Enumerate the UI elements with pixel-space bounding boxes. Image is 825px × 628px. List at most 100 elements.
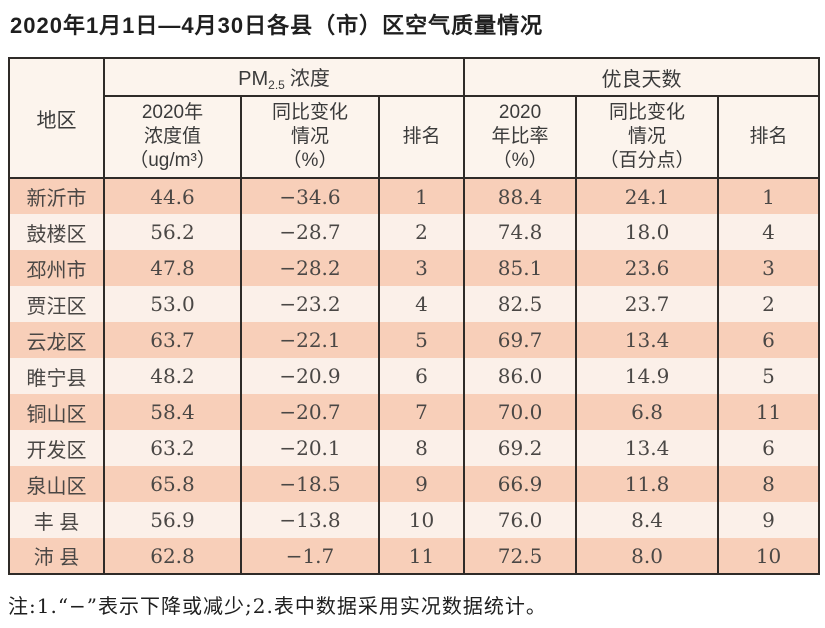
value-cell: −28.2 (240, 250, 380, 286)
value-cell: 63.7 (103, 322, 242, 358)
table-row: 沛 县 62.8 −1.7 11 72.5 8.0 10 (8, 538, 821, 574)
footnote: 注:1.“−”表示下降或减少;2.表中数据采用实况数据统计。 (8, 594, 547, 618)
region-cell: 开发区 (8, 430, 105, 466)
table-body: 新沂市 44.6 −34.6 1 88.4 24.1 1 鼓楼区 56.2 −28.7 2 74.8 1… (8, 178, 821, 574)
value-cell: −28.7 (240, 214, 380, 250)
value-cell: 8 (377, 430, 466, 466)
header-line: 情况 (628, 125, 667, 147)
pm-concentration-label: 浓度 (289, 68, 330, 90)
value-cell: 69.7 (463, 322, 578, 358)
value-cell: −18.5 (240, 466, 380, 502)
value-cell: 6 (717, 430, 821, 466)
value-cell: 1 (717, 178, 821, 214)
sub-header-row: 2020年 浓度值 （ug/m³） 同比变化 情况 （%） 排名 2020 年比… (9, 95, 821, 179)
table-row: 新沂市 44.6 −34.6 1 88.4 24.1 1 (8, 178, 821, 214)
value-cell: 88.4 (463, 178, 578, 214)
value-cell: 2 (717, 286, 821, 322)
value-cell: 7 (377, 394, 466, 430)
value-cell: 9 (377, 466, 466, 502)
value-cell: 10 (377, 502, 466, 538)
value-cell: −20.7 (240, 394, 380, 430)
value-cell: 76.0 (463, 502, 578, 538)
value-cell: 11 (377, 538, 466, 574)
value-cell: 18.0 (575, 214, 720, 250)
value-cell: 24.1 (575, 178, 720, 214)
value-cell: −22.1 (240, 322, 380, 358)
value-cell: 8.4 (575, 502, 720, 538)
column-header-pm-rank: 排名 (377, 95, 466, 179)
region-cell: 睢宁县 (8, 358, 105, 394)
value-cell: 44.6 (103, 178, 242, 214)
table-row: 鼓楼区 56.2 −28.7 2 74.8 18.0 4 (8, 214, 821, 250)
region-cell: 泉山区 (8, 466, 105, 502)
header-line: 2020年 (141, 101, 204, 123)
value-cell: 6 (377, 358, 466, 394)
value-cell: 23.7 (575, 286, 720, 322)
header-line: （ug/m³） (129, 150, 216, 172)
value-cell: 5 (377, 322, 466, 358)
value-cell: 2 (377, 214, 466, 250)
value-cell: 11.8 (575, 466, 720, 502)
value-cell: 14.9 (575, 358, 720, 394)
table-row: 贾汪区 53.0 −23.2 4 82.5 23.7 2 (8, 286, 821, 322)
value-cell: 63.2 (103, 430, 242, 466)
value-cell: 3 (377, 250, 466, 286)
column-header-pm-value: 2020年 浓度值 （ug/m³） (103, 95, 242, 179)
value-cell: 70.0 (463, 394, 578, 430)
header-line: （百分点） (599, 150, 695, 172)
region-cell: 邳州市 (8, 250, 105, 286)
value-cell: 65.8 (103, 466, 242, 502)
header-line: 2020 (498, 101, 542, 123)
value-cell: 1 (377, 178, 466, 214)
table-row: 丰 县 56.9 −13.8 10 76.0 8.4 9 (8, 502, 821, 538)
value-cell: 56.9 (103, 502, 242, 538)
header-line: 情况 (290, 125, 329, 147)
value-cell: 23.6 (575, 250, 720, 286)
value-cell: 47.8 (103, 250, 242, 286)
header-line: 浓度值 (143, 125, 201, 147)
table-row: 睢宁县 48.2 −20.9 6 86.0 14.9 5 (8, 358, 821, 394)
value-cell: 4 (377, 286, 466, 322)
value-cell: 56.2 (103, 214, 242, 250)
table-row: 邳州市 47.8 −28.2 3 85.1 23.6 3 (8, 250, 821, 286)
value-cell: −34.6 (240, 178, 380, 214)
value-cell: 13.4 (575, 322, 720, 358)
value-cell: 58.4 (103, 394, 242, 430)
header-line: 同比变化 (609, 101, 686, 123)
value-cell: 86.0 (463, 358, 578, 394)
value-cell: 3 (717, 250, 821, 286)
page-title: 2020年1月1日—4月30日各县（市）区空气质量情况 (10, 13, 544, 38)
value-cell: 85.1 (463, 250, 578, 286)
table-row: 云龙区 63.7 −22.1 5 69.7 13.4 6 (8, 322, 821, 358)
value-cell: 66.9 (463, 466, 578, 502)
value-cell: −13.8 (240, 502, 380, 538)
value-cell: 4 (717, 214, 821, 250)
value-cell: 74.8 (463, 214, 578, 250)
air-quality-table: 地区 PM2.5 浓度 优良天数 2020年 浓度值 （ug/m³） 同比变化 情… (8, 57, 821, 575)
value-cell: 72.5 (463, 538, 578, 574)
value-cell: 6.8 (575, 394, 720, 430)
value-cell: 9 (717, 502, 821, 538)
region-cell: 沛 县 (8, 538, 105, 574)
table-row: 铜山区 58.4 −20.7 7 70.0 6.8 11 (8, 394, 821, 430)
value-cell: 10 (717, 538, 821, 574)
table-row: 泉山区 65.8 −18.5 9 66.9 11.8 8 (8, 466, 821, 502)
value-cell: 48.2 (103, 358, 242, 394)
value-cell: 69.2 (463, 430, 578, 466)
region-cell: 鼓楼区 (8, 214, 105, 250)
header-line: （%） (282, 150, 338, 172)
header-line: 排名 (749, 125, 788, 147)
pm-subscript: 2.5 (268, 78, 285, 92)
value-cell: 8 (717, 466, 821, 502)
value-cell: 5 (717, 358, 821, 394)
group-header-good-days: 优良天数 (463, 57, 821, 97)
value-cell: −23.2 (240, 286, 380, 322)
value-cell: −1.7 (240, 538, 380, 574)
header-line: 同比变化 (271, 101, 348, 123)
column-header-good-change: 同比变化 情况 （百分点） (575, 95, 720, 179)
value-cell: 53.0 (103, 286, 242, 322)
column-header-region: 地区 (8, 57, 105, 179)
header-line: 年比率 (491, 125, 549, 147)
value-cell: −20.9 (240, 358, 380, 394)
group-header-pm25: PM2.5 浓度 (102, 57, 466, 97)
